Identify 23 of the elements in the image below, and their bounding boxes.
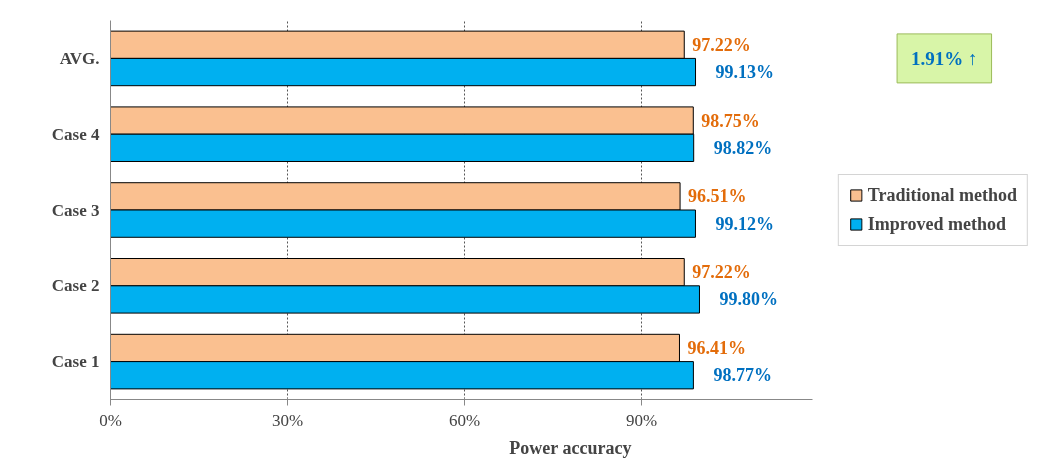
- legend-label: Traditional method: [867, 184, 1017, 206]
- data-label: 99.12%: [715, 213, 774, 234]
- legend-label: Improved method: [867, 213, 1006, 235]
- text: 1.91% ↑: [911, 47, 978, 69]
- x-tick-label: 90%: [626, 410, 658, 430]
- data-label: 99.80%: [719, 289, 778, 310]
- data-label: 97.22%: [692, 262, 751, 283]
- data-label: 98.75%: [701, 110, 760, 131]
- y-tick-label: Case 4: [51, 124, 100, 144]
- x-tick-label: 0%: [99, 410, 122, 430]
- y-tick-label: Case 1: [51, 352, 100, 372]
- data-label: 96.51%: [688, 186, 747, 207]
- x-tick-label: 30%: [271, 410, 304, 430]
- data-label: 99.13%: [715, 62, 775, 83]
- data-label: 98.82%: [713, 137, 773, 158]
- data-label: 98.77%: [713, 365, 772, 386]
- y-tick-label: AVG.: [59, 48, 100, 68]
- x-tick-label: 60%: [449, 410, 481, 430]
- data-label: 97.22%: [692, 34, 751, 55]
- y-tick-label: Case 2: [51, 276, 100, 296]
- data-label: 96.41%: [687, 337, 746, 358]
- y-tick-label: Case 3: [51, 200, 100, 220]
- x-axis-title: Power accuracy: [509, 437, 632, 458]
